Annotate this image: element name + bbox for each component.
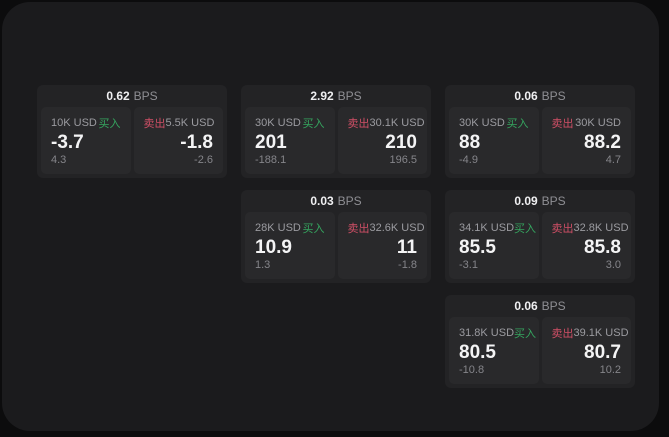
sell-sub-value: -2.6 xyxy=(194,154,213,166)
quote-card: 0.09 BPS 34.1K USD 买入 85.5 -3.1 卖出 32.8K… xyxy=(445,190,635,283)
buy-side-label: 买入 xyxy=(514,223,537,235)
sell-sub-value: 3.0 xyxy=(605,259,621,271)
buy-amount: 30K USD xyxy=(255,117,301,129)
buy-amount: 34.1K USD xyxy=(459,222,515,234)
bps-unit-label: BPS xyxy=(337,89,362,103)
app-panel: 0.62 BPS 10K USD 买入 -3.7 4.3 卖出 5.5K USD xyxy=(2,2,659,431)
bps-unit-label: BPS xyxy=(541,194,566,208)
sell-price-value: 11 xyxy=(396,237,417,258)
quote-card: 0.62 BPS 10K USD 买入 -3.7 4.3 卖出 5.5K USD xyxy=(37,85,227,178)
sell-amount: 30.1K USD xyxy=(369,117,425,129)
buy-side-label: 买入 xyxy=(302,118,325,130)
sell-sub-value: 10.2 xyxy=(599,364,621,376)
sell-sub-value: -1.8 xyxy=(398,259,417,271)
buy-side-label: 买入 xyxy=(98,118,121,130)
sell-price-tile[interactable]: 卖出 30K USD 88.2 4.7 xyxy=(541,107,631,174)
sell-side-label: 卖出 xyxy=(551,118,574,130)
sell-price-value: 80.7 xyxy=(584,342,621,363)
sell-price-tile[interactable]: 卖出 39.1K USD 80.7 10.2 xyxy=(541,317,631,384)
sell-price-tile[interactable]: 卖出 32.8K USD 85.8 3.0 xyxy=(541,212,631,279)
buy-price-tile[interactable]: 31.8K USD 买入 80.5 -10.8 xyxy=(449,317,539,384)
bps-value: 0.06 xyxy=(514,299,538,313)
buy-amount: 28K USD xyxy=(255,222,301,234)
buy-sub-value: -4.9 xyxy=(459,154,478,166)
sell-amount: 39.1K USD xyxy=(573,327,629,339)
sell-side-label: 卖出 xyxy=(347,118,370,130)
sell-sub-value: 196.5 xyxy=(389,154,417,166)
sell-price-value: 88.2 xyxy=(584,132,621,153)
buy-price-value: 201 xyxy=(255,132,287,153)
buy-price-value: 88 xyxy=(459,132,481,153)
buy-amount: 30K USD xyxy=(459,117,505,129)
buy-amount: 10K USD xyxy=(51,117,97,129)
bps-unit-label: BPS xyxy=(541,89,566,103)
sell-price-tile[interactable]: 卖出 30.1K USD 210 196.5 xyxy=(337,107,427,174)
bps-unit-label: BPS xyxy=(133,89,158,103)
buy-price-tile[interactable]: 28K USD 买入 10.9 1.3 xyxy=(245,212,335,279)
quote-card: 2.92 BPS 30K USD 买入 201 -188.1 卖出 30.1K … xyxy=(241,85,431,178)
price-tiles: 10K USD 买入 -3.7 4.3 卖出 5.5K USD -1.8 -2.… xyxy=(37,107,227,178)
sell-price-tile[interactable]: 卖出 32.6K USD 11 -1.8 xyxy=(337,212,427,279)
quote-card: 0.03 BPS 28K USD 买入 10.9 1.3 卖出 32.6K US… xyxy=(241,190,431,283)
buy-sub-value: 1.3 xyxy=(255,259,271,271)
buy-side-label: 买入 xyxy=(514,328,537,340)
buy-price-value: 80.5 xyxy=(459,342,496,363)
card-header: 0.06 BPS xyxy=(445,85,635,107)
quote-cards-grid: 0.62 BPS 10K USD 买入 -3.7 4.3 卖出 5.5K USD xyxy=(37,85,635,388)
buy-side-label: 买入 xyxy=(302,223,325,235)
price-tiles: 31.8K USD 买入 80.5 -10.8 卖出 39.1K USD 80.… xyxy=(445,317,635,388)
sell-side-label: 卖出 xyxy=(143,118,166,130)
sell-amount: 32.8K USD xyxy=(573,222,629,234)
sell-amount: 5.5K USD xyxy=(165,117,215,129)
card-header: 2.92 BPS xyxy=(241,85,431,107)
buy-price-value: -3.7 xyxy=(51,132,84,153)
bps-value: 0.03 xyxy=(310,194,334,208)
bps-value: 0.06 xyxy=(514,89,538,103)
card-header: 0.09 BPS xyxy=(445,190,635,212)
price-tiles: 30K USD 买入 88 -4.9 卖出 30K USD 88.2 4.7 xyxy=(445,107,635,178)
bps-unit-label: BPS xyxy=(541,299,566,313)
buy-price-tile[interactable]: 30K USD 买入 88 -4.9 xyxy=(449,107,539,174)
sell-side-label: 卖出 xyxy=(551,328,574,340)
card-header: 0.62 BPS xyxy=(37,85,227,107)
buy-price-tile[interactable]: 30K USD 买入 201 -188.1 xyxy=(245,107,335,174)
buy-sub-value: -188.1 xyxy=(255,154,287,166)
price-tiles: 30K USD 买入 201 -188.1 卖出 30.1K USD 210 1… xyxy=(241,107,431,178)
sell-price-value: 210 xyxy=(385,132,417,153)
card-header: 0.03 BPS xyxy=(241,190,431,212)
sell-side-label: 卖出 xyxy=(551,223,574,235)
price-tiles: 34.1K USD 买入 85.5 -3.1 卖出 32.8K USD 85.8… xyxy=(445,212,635,283)
sell-price-tile[interactable]: 卖出 5.5K USD -1.8 -2.6 xyxy=(133,107,223,174)
sell-sub-value: 4.7 xyxy=(605,154,621,166)
buy-sub-value: -10.8 xyxy=(459,364,485,376)
buy-sub-value: -3.1 xyxy=(459,259,478,271)
sell-price-value: -1.8 xyxy=(180,132,213,153)
sell-amount: 30K USD xyxy=(575,117,621,129)
bps-value: 0.62 xyxy=(106,89,130,103)
bps-unit-label: BPS xyxy=(337,194,362,208)
sell-price-value: 85.8 xyxy=(584,237,621,258)
quote-card: 0.06 BPS 31.8K USD 买入 80.5 -10.8 卖出 39.1… xyxy=(445,295,635,388)
buy-sub-value: 4.3 xyxy=(51,154,67,166)
quote-card: 0.06 BPS 30K USD 买入 88 -4.9 卖出 30K USD xyxy=(445,85,635,178)
sell-side-label: 卖出 xyxy=(347,223,370,235)
bps-value: 0.09 xyxy=(514,194,538,208)
card-header: 0.06 BPS xyxy=(445,295,635,317)
buy-price-value: 10.9 xyxy=(255,237,292,258)
buy-price-tile[interactable]: 10K USD 买入 -3.7 4.3 xyxy=(41,107,131,174)
bps-value: 2.92 xyxy=(310,89,334,103)
buy-price-tile[interactable]: 34.1K USD 买入 85.5 -3.1 xyxy=(449,212,539,279)
buy-price-value: 85.5 xyxy=(459,237,496,258)
buy-amount: 31.8K USD xyxy=(459,327,515,339)
buy-side-label: 买入 xyxy=(506,118,529,130)
sell-amount: 32.6K USD xyxy=(369,222,425,234)
price-tiles: 28K USD 买入 10.9 1.3 卖出 32.6K USD 11 -1.8 xyxy=(241,212,431,283)
